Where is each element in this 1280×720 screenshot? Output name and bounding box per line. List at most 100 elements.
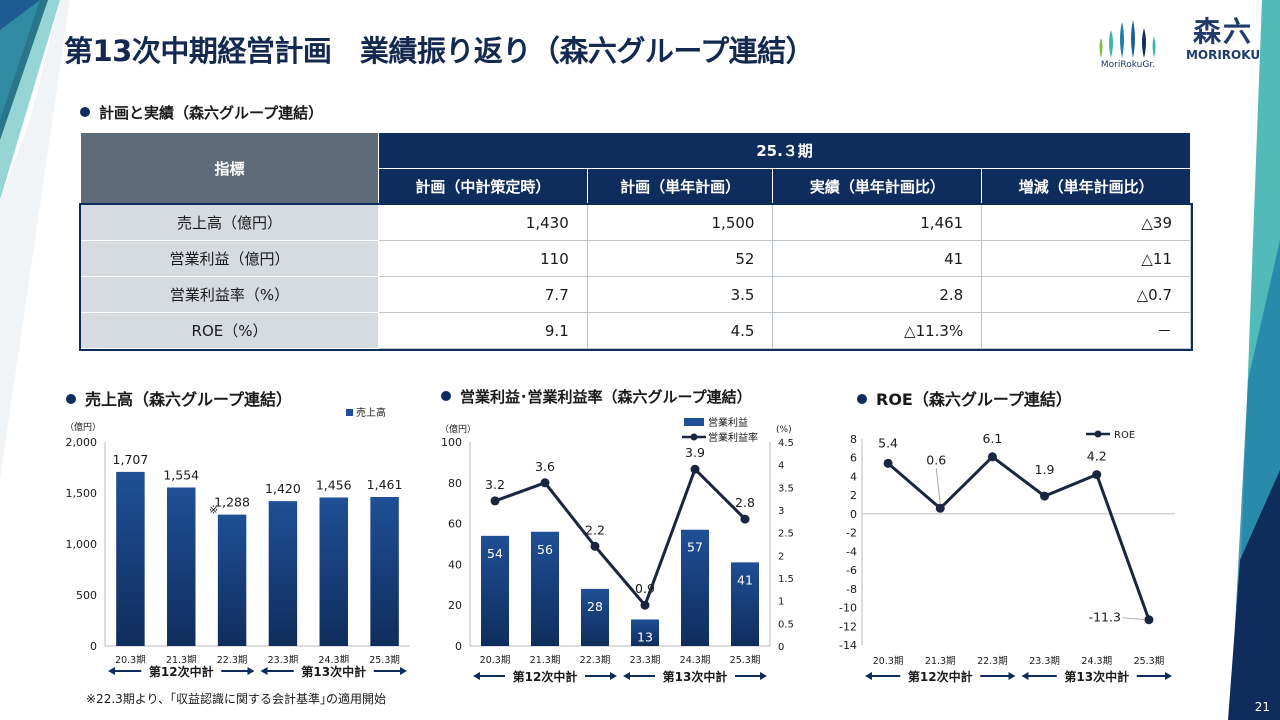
line-point [1092,470,1102,480]
column-header: 実績（単年計画比） [772,168,983,205]
x-tick-label: 25.3期 [1134,656,1165,667]
y-tick-left: 100 [441,436,462,449]
y-tick-label: 4 [850,470,857,483]
bar-data-label: 13 [637,629,653,644]
column-header: 計画（単年計画） [586,168,774,205]
cell-value: 9.1 [378,312,588,349]
period-label: 第13次中計 [301,664,366,679]
y-tick-label: 0 [850,508,857,521]
period-arrow-right-icon [247,667,255,675]
cell-value: 7.7 [378,276,588,313]
period-label-bg [1056,668,1137,684]
cell-value: 1,461 [772,204,983,241]
row-label: 営業利益率（%） [80,276,379,313]
period-arrow-right-icon [1008,672,1016,680]
y-tick-label: -2 [846,527,857,540]
legend-label: 売上高 [356,406,386,419]
legend-marker [690,433,698,441]
line-data-label: 2.8 [735,495,755,510]
y-tick-left: 20 [448,599,462,612]
line-data-label: 3.2 [485,477,505,492]
bar [481,535,509,646]
bar [681,529,709,646]
line-point [490,496,500,506]
line-point [690,464,700,474]
group-logo-text: MoriRokuGr. [1100,60,1156,70]
y-tick-right: 2.5 [778,529,794,540]
y-tick-left: 40 [448,558,462,571]
x-tick-label: 24.3期 [318,655,349,666]
x-tick-label: 21.3期 [166,655,197,666]
period-label: 第12次中計 [908,669,973,684]
roe-chart-title: ROE（森六グループ連結） [857,386,1072,410]
x-tick-label: 23.3期 [268,655,299,666]
cell-value: 3.5 [586,276,774,313]
data-label: 1,554 [163,467,199,482]
y-tick-label: -6 [846,564,857,577]
period-label: 第12次中計 [149,664,214,679]
line-point [590,541,600,551]
cell-value: △11.3% [772,312,983,349]
kpi-table: 指標 25.３期 計画（中計策定時） 計画（単年計画） 実績（単年計画比） 増減… [78,132,1193,351]
bar-data-label: 57 [687,540,703,555]
column-header: 計画（中計策定時） [378,168,588,205]
line-point [640,600,650,610]
period-arrow-left-icon [623,672,630,680]
period-label: 第13次中計 [1064,669,1129,684]
period-arrow-left-icon [260,667,268,675]
bar-data-label: 54 [487,546,503,561]
bar [731,562,759,646]
y-tick-label: 0 [90,640,97,653]
legend-swatch-bar [684,418,704,426]
leader-line [1122,617,1145,621]
y-tick-right: 4 [778,461,784,472]
page-title: 第13次中期経営計画 業績振り返り（森六グループ連結） [64,34,815,68]
x-tick-label: 20.3期 [480,655,511,666]
data-label: 1,707 [113,452,149,467]
x-tick-label: 21.3期 [530,655,561,666]
line-point [987,452,997,462]
y-tick-right: 3.5 [778,483,794,494]
cell-value: 1,430 [378,204,588,241]
y-tick-label: 2 [850,489,857,502]
bullet-icon [857,394,867,404]
bar-data-label: 41 [737,572,753,587]
cell-value: 110 [378,240,588,277]
row-label: 売上高（億円） [80,204,379,241]
y-axis-unit: （億円） [65,421,101,433]
period-label: 第13次中計 [663,669,728,684]
legend-label-bar: 営業利益 [708,416,748,429]
line-point [883,458,893,468]
roe-chart: -14 -12 -10 -8 -6 -4 -2 0 2 4 6 8 20.3期 21.3期 22.3期 23.… [839,430,1175,684]
x-tick-label: 20.3期 [873,656,904,667]
y-tick-right: 4.5 [778,438,794,449]
profit-chart-title: 営業利益･営業利益率（森六グループ連結） [441,386,752,407]
period-label-bg [505,668,585,684]
bar [167,487,196,646]
y-tick-right: 0 [778,642,784,653]
table-row: 売上高（億円） 1,430 1,500 1,461 △39 [80,204,1191,241]
x-tick-label: 21.3期 [925,656,956,667]
line-series [494,466,747,609]
data-label: 1,461 [367,477,403,492]
data-label: 4.2 [1087,449,1107,464]
y-tick-right: 1.5 [778,574,794,585]
data-label: 1,288 [214,495,250,510]
sales-chart-title: 売上高（森六グループ連結） [66,386,292,410]
x-tick-label: 20.3期 [115,655,146,666]
y-tick-label: 1,500 [66,487,98,500]
cell-value: － [981,312,1191,349]
y-tick-label: 8 [850,433,857,446]
line-data-label: 0.9 [635,581,655,596]
period-arrow-right-icon [1165,672,1172,680]
data-label: 1,420 [265,481,301,496]
legend-label-line: 営業利益率 [708,431,758,444]
legend-marker [1094,430,1102,438]
y-axis-right-unit: (%) [776,425,792,435]
period-arrow-left-icon [473,672,480,680]
period-arrow-right-icon [610,672,617,680]
y-tick-left: 0 [455,640,462,653]
footnote: ※22.3期より、｢収益認識に関する会計基準｣の適用開始 [86,692,387,706]
y-tick-label: 500 [76,589,97,602]
